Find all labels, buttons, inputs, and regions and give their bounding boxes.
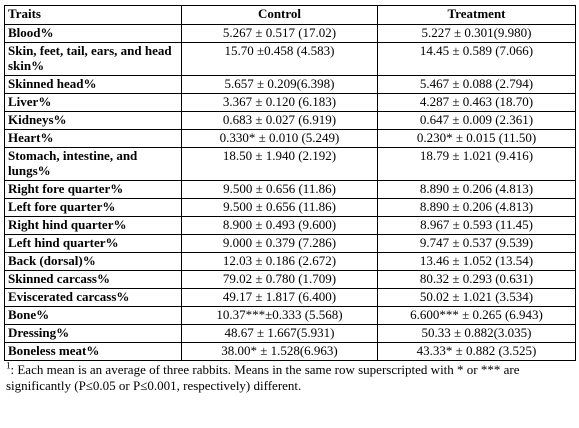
control-cell: 15.70 ±0.458 (4.583) xyxy=(181,42,378,76)
control-cell: 18.50 ± 1.940 (2.192) xyxy=(181,147,378,181)
trait-cell: Skin, feet, tail, ears, and head skin% xyxy=(4,42,182,76)
table-row: Right hind quarter% 8.900 ± 0.493 (9.600)… xyxy=(4,216,576,235)
trait-cell: Bone% xyxy=(4,306,182,325)
table-row: Right fore quarter% 9.500 ± 0.656 (11.86)… xyxy=(4,180,576,199)
control-cell: 49.17 ± 1.817 (6.400) xyxy=(181,288,378,307)
trait-cell: Blood% xyxy=(4,24,182,43)
treatment-cell: 8.967 ± 0.593 (11.45) xyxy=(377,216,576,235)
trait-cell: Kidneys% xyxy=(4,111,182,130)
footnote-text: : Each mean is an average of three rabbi… xyxy=(6,362,520,393)
control-cell: 38.00* ± 1.528(6.963) xyxy=(181,342,378,361)
table-row: Left hind quarter% 9.000 ± 0.379 (7.286) 9… xyxy=(4,234,576,253)
control-cell: 0.683 ± 0.027 (6.919) xyxy=(181,111,378,130)
trait-cell: Eviscerated carcass% xyxy=(4,288,182,307)
table-row: Stomach, intestine, and lungs% 18.50 ± 1.… xyxy=(4,147,576,181)
trait-cell: Left hind quarter% xyxy=(4,234,182,253)
trait-cell: Liver% xyxy=(4,93,182,112)
table-row: Heart% 0.330* ± 0.010 (5.249) 0.230* ± 0.0… xyxy=(4,129,576,148)
control-cell: 9.500 ± 0.656 (11.86) xyxy=(181,198,378,217)
traits-table: Traits Control Treatment Blood% 5.267 ± 0… xyxy=(4,5,576,361)
table-row: Boneless meat% 38.00* ± 1.528(6.963) 43.33… xyxy=(4,342,576,361)
trait-cell: Boneless meat% xyxy=(4,342,182,361)
treatment-cell: 8.890 ± 0.206 (4.813) xyxy=(377,198,576,217)
control-cell: 48.67 ± 1.667(5.931) xyxy=(181,324,378,343)
trait-cell: Heart% xyxy=(4,129,182,148)
table-row: Back (dorsal)% 12.03 ± 0.186 (2.672) 13.46… xyxy=(4,252,576,271)
trait-cell: Right hind quarter% xyxy=(4,216,182,235)
trait-cell: Right fore quarter% xyxy=(4,180,182,199)
table-row: Skinned carcass% 79.02 ± 0.780 (1.709) 80.… xyxy=(4,270,576,289)
header-traits: Traits xyxy=(4,5,182,25)
table-row: Kidneys% 0.683 ± 0.027 (6.919) 0.647 ± 0.0… xyxy=(4,111,576,130)
table-row: Left fore quarter% 9.500 ± 0.656 (11.86) 8… xyxy=(4,198,576,217)
treatment-cell: 9.747 ± 0.537 (9.539) xyxy=(377,234,576,253)
treatment-cell: 50.02 ± 1.021 (3.534) xyxy=(377,288,576,307)
trait-cell: Skinned carcass% xyxy=(4,270,182,289)
control-cell: 3.367 ± 0.120 (6.183) xyxy=(181,93,378,112)
trait-cell: Skinned head% xyxy=(4,75,182,94)
trait-cell: Back (dorsal)% xyxy=(4,252,182,271)
header-treatment: Treatment xyxy=(377,5,576,25)
treatment-cell: 8.890 ± 0.206 (4.813) xyxy=(377,180,576,199)
table-body: Blood% 5.267 ± 0.517 (17.02) 5.227 ± 0.301… xyxy=(4,24,576,361)
treatment-cell: 6.600*** ± 0.265 (6.943) xyxy=(377,306,576,325)
treatment-cell: 80.32 ± 0.293 (0.631) xyxy=(377,270,576,289)
treatment-cell: 18.79 ± 1.021 (9.416) xyxy=(377,147,576,181)
control-cell: 12.03 ± 0.186 (2.672) xyxy=(181,252,378,271)
table-row: Liver% 3.367 ± 0.120 (6.183) 4.287 ± 0.463… xyxy=(4,93,576,112)
footnote-marker: 1 xyxy=(6,360,11,371)
treatment-cell: 4.287 ± 0.463 (18.70) xyxy=(377,93,576,112)
table-row: Dressing% 48.67 ± 1.667(5.931) 50.33 ± 0.8… xyxy=(4,324,576,343)
trait-cell: Left fore quarter% xyxy=(4,198,182,217)
table-row: Skin, feet, tail, ears, and head skin% 15… xyxy=(4,42,576,76)
header-row: Traits Control Treatment xyxy=(4,5,576,25)
table-row: Skinned head% 5.657 ± 0.209(6.398) 5.467 ±… xyxy=(4,75,576,94)
control-cell: 5.657 ± 0.209(6.398) xyxy=(181,75,378,94)
footnote: 1: Each mean is an average of three rabb… xyxy=(4,361,575,394)
document: Traits Control Treatment Blood% 5.267 ± 0… xyxy=(4,5,576,394)
treatment-cell: 5.467 ± 0.088 (2.794) xyxy=(377,75,576,94)
treatment-cell: 13.46 ± 1.052 (13.54) xyxy=(377,252,576,271)
table-row: Blood% 5.267 ± 0.517 (17.02) 5.227 ± 0.301… xyxy=(4,24,576,43)
control-cell: 9.000 ± 0.379 (7.286) xyxy=(181,234,378,253)
control-cell: 9.500 ± 0.656 (11.86) xyxy=(181,180,378,199)
header-control: Control xyxy=(181,5,378,25)
treatment-cell: 50.33 ± 0.882(3.035) xyxy=(377,324,576,343)
table-row: Eviscerated carcass% 49.17 ± 1.817 (6.400… xyxy=(4,288,576,307)
treatment-cell: 43.33* ± 0.882 (3.525) xyxy=(377,342,576,361)
treatment-cell: 0.647 ± 0.009 (2.361) xyxy=(377,111,576,130)
table-header: Traits Control Treatment xyxy=(4,5,576,25)
control-cell: 79.02 ± 0.780 (1.709) xyxy=(181,270,378,289)
treatment-cell: 5.227 ± 0.301(9.980) xyxy=(377,24,576,43)
trait-cell: Dressing% xyxy=(4,324,182,343)
control-cell: 10.37***±0.333 (5.568) xyxy=(181,306,378,325)
control-cell: 8.900 ± 0.493 (9.600) xyxy=(181,216,378,235)
table-row: Bone% 10.37***±0.333 (5.568) 6.600*** ± 0.… xyxy=(4,306,576,325)
control-cell: 0.330* ± 0.010 (5.249) xyxy=(181,129,378,148)
control-cell: 5.267 ± 0.517 (17.02) xyxy=(181,24,378,43)
trait-cell: Stomach, intestine, and lungs% xyxy=(4,147,182,181)
treatment-cell: 14.45 ± 0.589 (7.066) xyxy=(377,42,576,76)
treatment-cell: 0.230* ± 0.015 (11.50) xyxy=(377,129,576,148)
